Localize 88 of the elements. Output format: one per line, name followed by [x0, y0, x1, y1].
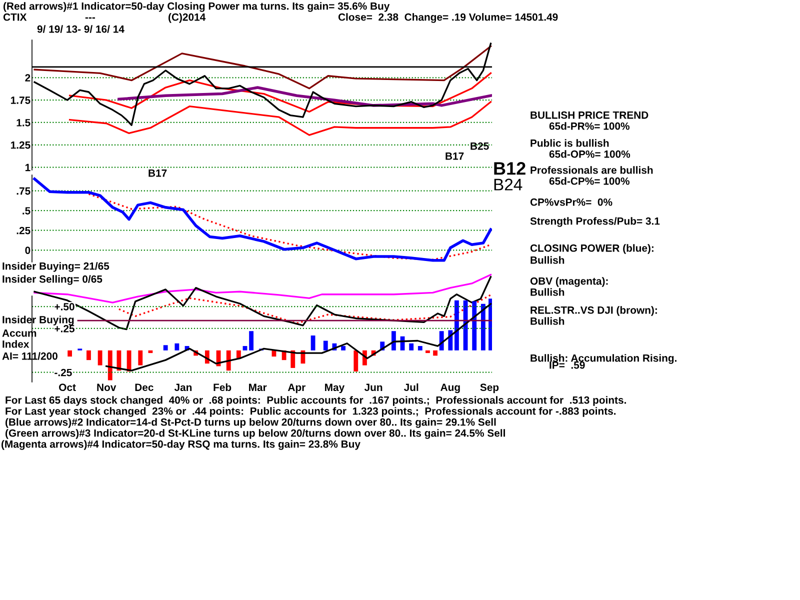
y-tick-label: .75	[16, 187, 30, 195]
x-tick-label: Oct	[59, 384, 76, 392]
bar	[341, 346, 346, 350]
text: B12	[494, 162, 526, 175]
bar	[242, 346, 248, 350]
text: 65d-OP%= 100%	[549, 150, 630, 158]
y-tick-label: +.25	[54, 324, 74, 332]
chart-title: (Red arrows)#1 Indicator=50-day Closing Power ma turns. Its gain= 35.6% Buy	[4, 2, 390, 12]
line-series	[106, 303, 492, 372]
text: (Green arrows)#3 Indicator=20-d St-KLine turns up below 20/turns down over 80.. Its gain= 24.5% Sell	[6, 429, 505, 439]
y-tick-label: 2	[25, 74, 30, 82]
line-series	[68, 72, 492, 113]
x-tick-label: Apr	[288, 384, 306, 394]
y-tick-label: -.25	[54, 368, 72, 376]
bar	[163, 345, 168, 350]
line-series	[34, 45, 492, 90]
bar	[454, 300, 459, 350]
text: Index	[2, 340, 30, 348]
x-tick-label: May	[325, 384, 345, 394]
annotation: Insider Selling= 0/65	[2, 275, 102, 285]
text: Insider Buying= 21/65	[2, 262, 110, 272]
bar	[426, 350, 430, 354]
bar	[472, 301, 477, 350]
line-series	[88, 193, 492, 260]
bar	[409, 343, 414, 350]
y-tick-label: 1.25	[10, 141, 30, 149]
bar	[249, 331, 254, 350]
bar	[108, 350, 112, 380]
y-tick-label: 0	[25, 246, 30, 254]
y-tick-label: .5	[22, 207, 30, 214]
text: 9/ 19/ 13- 9/ 16/ 14	[37, 25, 124, 33]
bar	[138, 350, 143, 366]
x-tick-label: Jan	[174, 384, 192, 392]
text: 65d-PR%= 100%	[549, 122, 630, 130]
text: REL.STR..VS DJI (brown):	[530, 306, 657, 316]
bar	[68, 350, 72, 357]
y-tick-label: 1.75	[10, 96, 30, 104]
text: Professionals are bullish	[530, 166, 653, 174]
x-tick-label: Feb	[214, 383, 232, 392]
annotation: B17	[446, 152, 464, 160]
bar	[354, 350, 358, 372]
bar	[323, 340, 328, 350]
line-series	[33, 178, 492, 262]
x-tick-label: Nov	[97, 384, 116, 392]
bar	[480, 304, 486, 350]
x-tick-label: Mar	[249, 384, 267, 392]
y-tick-label: 1.5	[16, 119, 30, 126]
bar	[86, 350, 91, 360]
text: Strength Profess/Pub= 3.1	[530, 217, 660, 227]
bar	[174, 343, 180, 350]
y-tick-label: .25	[16, 226, 30, 234]
y-tick-label: 1	[25, 164, 30, 172]
text: Bullish	[530, 288, 564, 296]
text: Bullish	[530, 256, 564, 264]
text: (Blue arrows)#2 Indicator=14-d St-Pct-D turns up below 20/turns down over 80.. Its gain= 29.1% Sell	[6, 418, 496, 428]
text: Bullish	[530, 317, 564, 325]
bar	[290, 350, 296, 368]
line-series	[68, 101, 492, 136]
text: B24	[494, 178, 522, 190]
text: Close= 2.38 Change= .19 Volume= 14501.49	[338, 13, 558, 23]
bar	[310, 335, 316, 350]
bar	[98, 350, 102, 366]
text: 65d-CP%= 100%	[549, 177, 630, 185]
bar	[226, 350, 231, 371]
x-tick-label: Jul	[404, 383, 418, 392]
text: (C)2014	[168, 13, 206, 23]
annotation: B17	[148, 170, 167, 177]
x-tick-label: Dec	[135, 384, 154, 392]
text: CTIX	[3, 13, 27, 21]
bar	[418, 346, 422, 350]
x-tick-label: Aug	[440, 384, 460, 394]
bar	[433, 350, 438, 356]
x-tick-label: Sep	[480, 384, 499, 394]
text: BULLISH PRICE TREND	[530, 111, 648, 119]
bar	[488, 298, 492, 350]
x-tick-label: Jun	[364, 384, 382, 392]
text: IP= .59	[550, 361, 585, 369]
text: CP%vsPr%= 0%	[530, 198, 612, 206]
text: (Magenta arrows)#4 Indicator=50-day RSQ ma turns. Its gain= 23.8% Buy	[2, 440, 360, 450]
text: ---	[85, 17, 95, 19]
bar	[391, 331, 396, 350]
text: CLOSING POWER (blue):	[530, 244, 654, 254]
text: For Last 65 days stock changed 40% or .68 points: Public accounts for .167 points.; Professionals account for .513 points.	[6, 396, 626, 406]
y-tick-label: +.50	[54, 303, 74, 310]
text: For Last year stock changed 23% or .44 points: Public accounts for 1.323 points.; Professionals account for -.883 points.	[6, 407, 616, 417]
text: Public is bullish	[530, 139, 609, 147]
annotation: B25	[470, 142, 489, 150]
text: OBV (magenta):	[530, 277, 608, 287]
